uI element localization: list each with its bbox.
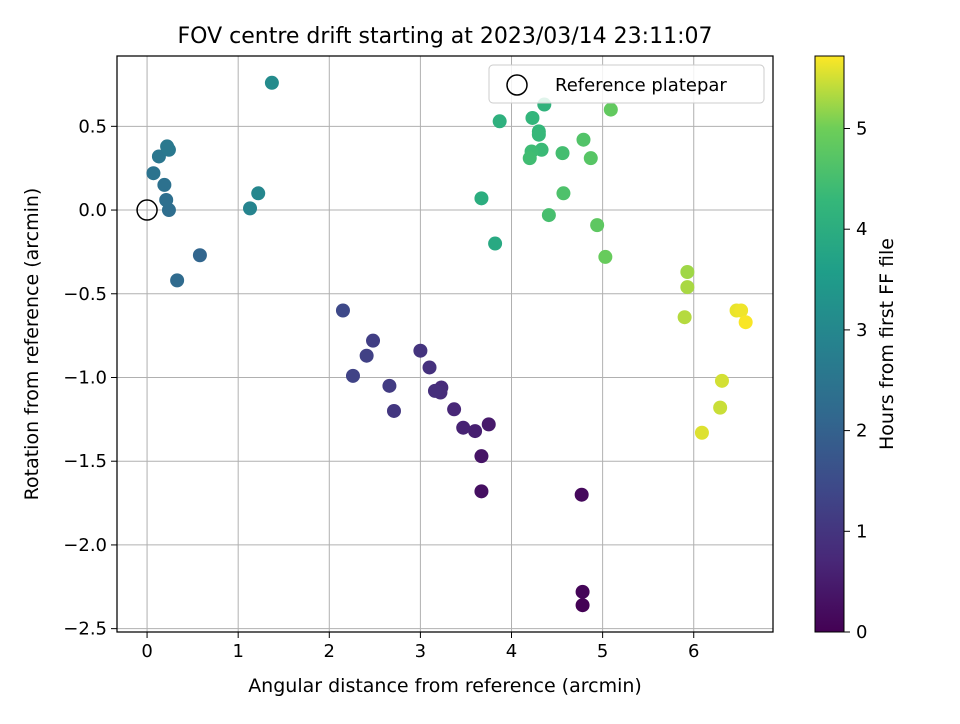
y-axis-ticks: 0.5 0.0 −0.5 −1.0 −1.5 −2.0 −2.5 xyxy=(63,116,117,640)
y-tick-label: −1.5 xyxy=(63,451,107,472)
data-point xyxy=(677,310,692,325)
data-point xyxy=(413,343,428,358)
data-point xyxy=(575,598,590,613)
data-point xyxy=(680,265,695,279)
plot-frame xyxy=(116,55,774,633)
colorbar-ticks: 0 1 2 3 4 5 xyxy=(844,119,867,643)
data-point xyxy=(574,487,589,502)
data-point xyxy=(556,186,571,201)
data-point xyxy=(251,186,266,201)
data-point xyxy=(531,127,546,142)
reference-platepar-marker xyxy=(136,199,158,221)
data-point xyxy=(382,378,397,393)
x-axis-ticks: 0 1 2 3 4 5 6 xyxy=(141,632,699,662)
data-point xyxy=(474,484,489,499)
legend-marker-open-circle xyxy=(506,74,528,96)
x-axis-label: Angular distance from reference (arcmin) xyxy=(248,675,642,697)
colorbar-gradient xyxy=(814,55,845,633)
colorbar-label: Hours from first FF file xyxy=(876,238,898,450)
data-point xyxy=(583,151,598,166)
data-point xyxy=(157,177,172,192)
data-point xyxy=(488,236,503,251)
data-point xyxy=(474,191,489,206)
y-axis-label: Rotation from reference (arcmin) xyxy=(21,188,43,501)
colorbar-tick-label: 0 xyxy=(856,622,867,643)
x-tick-label: 4 xyxy=(506,641,517,662)
x-tick-label: 6 xyxy=(688,641,699,662)
legend: Reference platepar xyxy=(488,64,765,104)
x-tick-label: 3 xyxy=(415,641,426,662)
data-point xyxy=(159,193,174,207)
data-point xyxy=(576,132,591,147)
data-point xyxy=(170,273,185,288)
x-tick-label: 5 xyxy=(597,641,608,662)
data-point xyxy=(541,208,556,223)
colorbar: 0 1 2 3 4 5 Hours from first FF file xyxy=(814,55,898,643)
data-point xyxy=(264,75,279,90)
data-point xyxy=(345,368,360,383)
data-point xyxy=(713,400,728,415)
data-point xyxy=(366,333,381,348)
data-point xyxy=(598,249,613,264)
data-point xyxy=(427,383,442,398)
data-point xyxy=(481,417,496,432)
data-point xyxy=(738,315,753,330)
data-point xyxy=(447,402,462,417)
data-point xyxy=(555,146,570,161)
data-points xyxy=(136,75,753,613)
data-point xyxy=(335,303,350,318)
colorbar-tick-label: 5 xyxy=(856,119,867,140)
y-tick-label: 0.5 xyxy=(78,116,107,137)
data-point xyxy=(422,360,437,375)
colorbar-tick-label: 1 xyxy=(856,521,867,542)
data-point xyxy=(243,201,258,216)
data-point xyxy=(160,139,175,154)
data-point xyxy=(575,584,590,599)
y-tick-label: −0.5 xyxy=(63,284,107,305)
data-point xyxy=(603,102,618,117)
data-point xyxy=(525,110,540,125)
data-point xyxy=(590,218,605,233)
legend-box xyxy=(488,64,765,104)
data-point xyxy=(714,373,729,388)
data-point xyxy=(386,403,401,418)
data-point xyxy=(468,424,483,439)
y-tick-label: −2.5 xyxy=(63,619,107,640)
legend-label: Reference platepar xyxy=(555,75,727,96)
y-tick-label: 0.0 xyxy=(78,200,107,221)
x-tick-label: 2 xyxy=(324,641,335,662)
colorbar-tick-label: 2 xyxy=(856,421,867,442)
x-tick-label: 1 xyxy=(232,641,243,662)
colorbar-tick-label: 4 xyxy=(856,219,867,240)
data-point xyxy=(694,425,709,440)
y-tick-label: −2.0 xyxy=(63,535,107,556)
chart-title: FOV centre drift starting at 2023/03/14 … xyxy=(178,24,713,49)
data-point xyxy=(151,149,166,164)
data-point xyxy=(492,114,507,129)
x-tick-label: 0 xyxy=(141,641,152,662)
y-tick-label: −1.0 xyxy=(63,367,107,388)
data-point xyxy=(522,151,537,166)
data-point xyxy=(474,449,489,464)
colorbar-tick-label: 3 xyxy=(856,320,867,341)
data-point xyxy=(146,166,161,181)
data-point xyxy=(359,348,374,363)
data-point xyxy=(192,248,207,263)
grid-lines xyxy=(117,56,773,632)
data-point xyxy=(680,280,695,295)
data-point xyxy=(456,420,471,435)
data-point xyxy=(734,303,749,318)
